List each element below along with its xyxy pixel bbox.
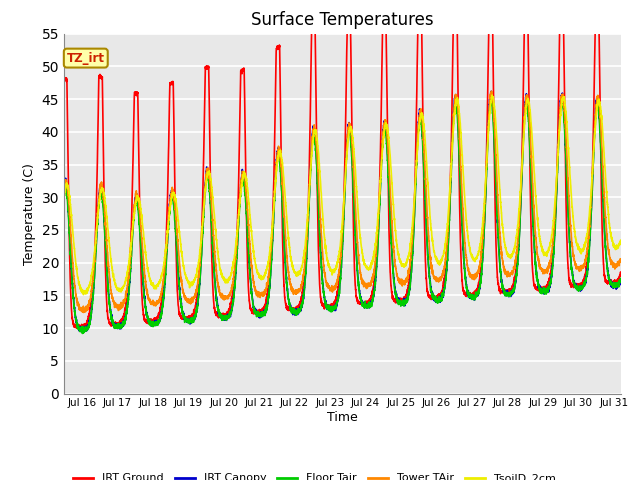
TsoilD_2cm <box>494 159 502 165</box>
Y-axis label: Temperature (C): Temperature (C) <box>23 163 36 264</box>
TsoilD_2cm <box>488 92 496 98</box>
Tower TAir <box>617 257 625 263</box>
IRT Ground <box>617 270 625 276</box>
IRT Canopy <box>488 88 495 94</box>
Floor Tair <box>422 210 429 216</box>
TsoilD_2cm <box>617 238 625 243</box>
IRT Ground <box>422 264 429 270</box>
Line: Floor Tair: Floor Tair <box>64 98 621 334</box>
Floor Tair <box>494 234 502 240</box>
X-axis label: Time: Time <box>327 411 358 424</box>
Line: Tower TAir: Tower TAir <box>64 91 621 312</box>
Tower TAir <box>377 163 385 168</box>
Floor Tair <box>487 95 495 101</box>
Tower TAir <box>80 310 88 315</box>
TsoilD_2cm <box>60 195 68 201</box>
TsoilD_2cm <box>79 292 87 298</box>
IRT Ground <box>60 75 68 81</box>
Floor Tair <box>60 190 68 195</box>
TsoilD_2cm <box>362 262 369 267</box>
Line: TsoilD_2cm: TsoilD_2cm <box>64 95 621 295</box>
IRT Ground <box>235 173 243 179</box>
IRT Canopy <box>235 215 243 221</box>
IRT Canopy <box>476 281 484 287</box>
Tower TAir <box>362 280 369 286</box>
Line: IRT Canopy: IRT Canopy <box>64 91 621 332</box>
IRT Canopy <box>60 183 68 189</box>
TsoilD_2cm <box>422 146 429 152</box>
IRT Canopy <box>377 167 385 172</box>
Tower TAir <box>235 208 243 214</box>
Floor Tair <box>617 276 625 281</box>
IRT Ground <box>494 281 502 287</box>
Title: Surface Temperatures: Surface Temperatures <box>251 11 434 29</box>
IRT Canopy <box>362 303 369 309</box>
IRT Ground <box>477 268 484 274</box>
IRT Canopy <box>494 233 502 239</box>
Floor Tair <box>79 331 86 336</box>
TsoilD_2cm <box>476 243 484 249</box>
IRT Ground <box>377 115 385 120</box>
Floor Tair <box>377 173 385 179</box>
Floor Tair <box>235 222 243 228</box>
IRT Canopy <box>617 277 625 283</box>
Tower TAir <box>488 88 495 94</box>
Tower TAir <box>476 258 484 264</box>
Tower TAir <box>494 202 502 208</box>
Legend: IRT Ground, IRT Canopy, Floor Tair, Tower TAir, TsoilD_2cm: IRT Ground, IRT Canopy, Floor Tair, Towe… <box>68 469 561 480</box>
Line: IRT Ground: IRT Ground <box>64 5 621 328</box>
Tower TAir <box>60 188 68 194</box>
IRT Ground <box>72 325 80 331</box>
Text: TZ_irt: TZ_irt <box>67 51 105 65</box>
IRT Canopy <box>422 205 429 211</box>
Floor Tair <box>476 283 484 289</box>
IRT Ground <box>362 300 369 305</box>
IRT Canopy <box>79 329 86 335</box>
TsoilD_2cm <box>377 167 385 172</box>
Tower TAir <box>422 182 429 188</box>
Floor Tair <box>362 304 369 310</box>
IRT Ground <box>452 2 460 8</box>
TsoilD_2cm <box>235 212 243 218</box>
